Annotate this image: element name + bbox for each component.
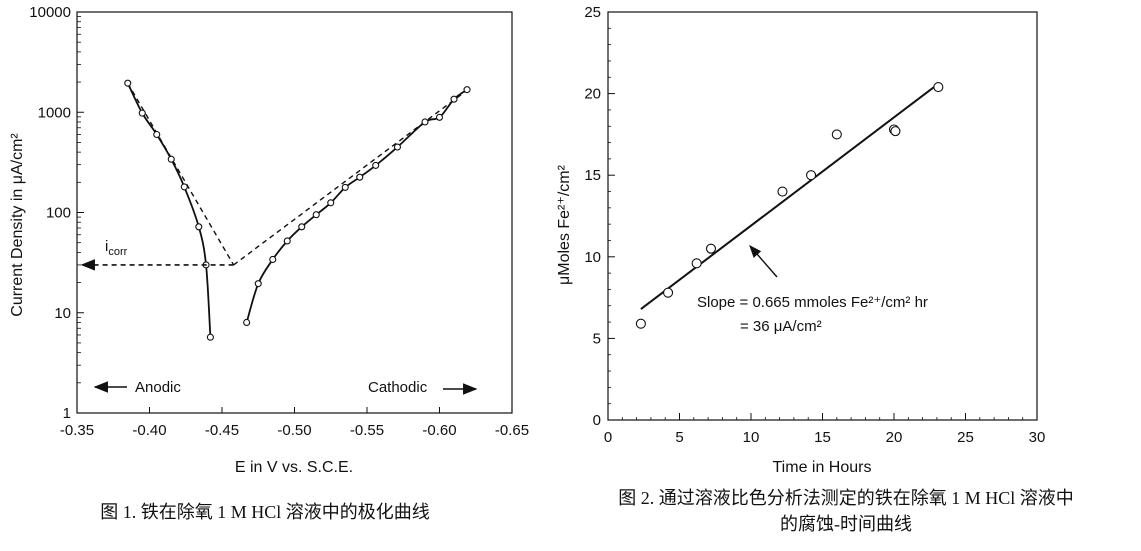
- anodic-data-point: [124, 79, 132, 87]
- chart2-points: [635, 82, 944, 329]
- data-point: [705, 243, 717, 254]
- chart1-y-axis: 1 10 100 1000 10000: [29, 4, 84, 422]
- data-point: [831, 129, 842, 140]
- x-tick-label: 25: [957, 429, 974, 446]
- data-point: [691, 258, 702, 269]
- cathodic-data-point: [312, 211, 320, 219]
- chart1-points: [124, 79, 471, 341]
- data-point: [777, 186, 788, 197]
- cathodic-data-point: [254, 280, 262, 288]
- data-point: [806, 170, 817, 181]
- x-tick-label: 20: [886, 429, 903, 446]
- chart1-y-label: Current Density in μA/cm²: [9, 133, 26, 317]
- x-tick-label: 5: [675, 429, 683, 446]
- chart1-x-axis: -0.35 -0.40 -0.45 -0.50 -0.55 -0.60 -0.65: [60, 407, 529, 439]
- y-tick-label: 10: [54, 305, 71, 322]
- x-tick-label: -0.60: [422, 422, 456, 439]
- cathodic-data-point: [463, 86, 471, 94]
- data-point: [890, 126, 901, 137]
- anodic-label: Anodic: [135, 379, 181, 396]
- chart2-y-axis: 0 5 10 15 20 25: [584, 4, 615, 429]
- cathodic-data-point: [243, 318, 251, 327]
- chart1-x-label: E in V vs. S.C.E.: [235, 459, 353, 476]
- cathodic-data-point: [269, 255, 277, 264]
- x-tick-label: -0.40: [132, 422, 166, 439]
- y-tick-label: 10000: [29, 4, 71, 21]
- chart1-tafel-lines: [127, 82, 469, 266]
- tafel-extrapolation-line: [127, 82, 235, 266]
- anodic-data-point: [138, 109, 146, 117]
- chart2-plot-frame: [607, 11, 1038, 421]
- y-tick-label: 25: [584, 4, 601, 21]
- x-tick-label: -0.35: [60, 422, 94, 439]
- cathodic-label: Cathodic: [368, 379, 428, 396]
- cathodic-data-point: [341, 183, 349, 191]
- y-tick-label: 100: [46, 205, 71, 222]
- x-tick-label: -0.55: [350, 422, 384, 439]
- data-point: [933, 82, 944, 93]
- cathodic-data-point: [421, 118, 429, 126]
- x-tick-label: 10: [743, 429, 760, 446]
- chart1-curves: [126, 82, 468, 338]
- y-tick-label: 20: [584, 86, 601, 103]
- x-tick-label: 15: [814, 429, 831, 446]
- figure2-caption-line2: 的腐蚀-时间曲线: [780, 514, 912, 534]
- cathodic-data-point: [298, 223, 306, 231]
- figure2-caption-line1: 图 2. 通过溶液比色分析法测定的铁在除氧 1 M HCl 溶液中: [618, 488, 1074, 508]
- x-tick-label: 30: [1029, 429, 1046, 446]
- cathodic-data-point: [356, 173, 364, 181]
- chart2-x-axis: 0 5 10 15 20 25 30: [604, 413, 1046, 446]
- y-tick-label: 1: [63, 405, 71, 422]
- cathodic-data-point: [327, 199, 335, 207]
- cathodic-data-point: [435, 113, 444, 121]
- x-tick-label: 0: [604, 429, 612, 446]
- y-tick-label: 15: [584, 167, 601, 184]
- cathodic-data-point: [450, 95, 458, 103]
- chart2-fit-line: [640, 83, 939, 310]
- anodic-data-point: [206, 333, 214, 341]
- slope-annotation-line1: Slope = 0.665 mmoles Fe²⁺/cm² hr: [697, 294, 928, 311]
- slope-annotation-line2: = 36 μA/cm²: [740, 318, 822, 335]
- chart-corrosion-time: 0 5 10 15 20 25 30 0 5 10 15 20 25 Slope = 0.665 mm…: [556, 4, 1045, 476]
- anodic-data-point: [180, 183, 188, 191]
- y-tick-label: 10: [584, 249, 601, 266]
- anodic-curve: [126, 82, 212, 338]
- icorr-label: icorr: [105, 238, 128, 258]
- anodic-data-point: [153, 130, 161, 139]
- cathodic-data-point: [283, 237, 291, 245]
- x-tick-label: -0.50: [277, 422, 311, 439]
- x-tick-label: -0.45: [205, 422, 239, 439]
- anodic-data-point: [195, 223, 203, 231]
- cathodic-data-point: [372, 161, 380, 169]
- figure1-caption: 图 1. 铁在除氧 1 M HCl 溶液中的极化曲线: [100, 502, 430, 522]
- cathodic-curve: [245, 88, 468, 323]
- y-tick-label: 1000: [38, 104, 71, 121]
- anodic-data-point: [167, 155, 175, 163]
- tafel-extrapolation-line: [233, 88, 469, 266]
- chart2-x-label: Time in Hours: [773, 459, 872, 476]
- y-tick-label: 0: [593, 412, 601, 429]
- x-tick-label: -0.65: [495, 422, 529, 439]
- cathodic-data-point: [393, 143, 402, 151]
- data-point: [663, 287, 674, 298]
- regression-line: [640, 83, 939, 310]
- chart1-plot-frame: [76, 11, 513, 414]
- chart2-y-label: μMoles Fe²⁺/cm²: [556, 164, 573, 285]
- slope-pointer-arrow: [749, 245, 778, 278]
- chart-polarization: -0.35 -0.40 -0.45 -0.50 -0.55 -0.60 -0.65 1101…: [9, 4, 529, 476]
- y-tick-label: 5: [593, 330, 601, 347]
- data-point: [635, 318, 646, 329]
